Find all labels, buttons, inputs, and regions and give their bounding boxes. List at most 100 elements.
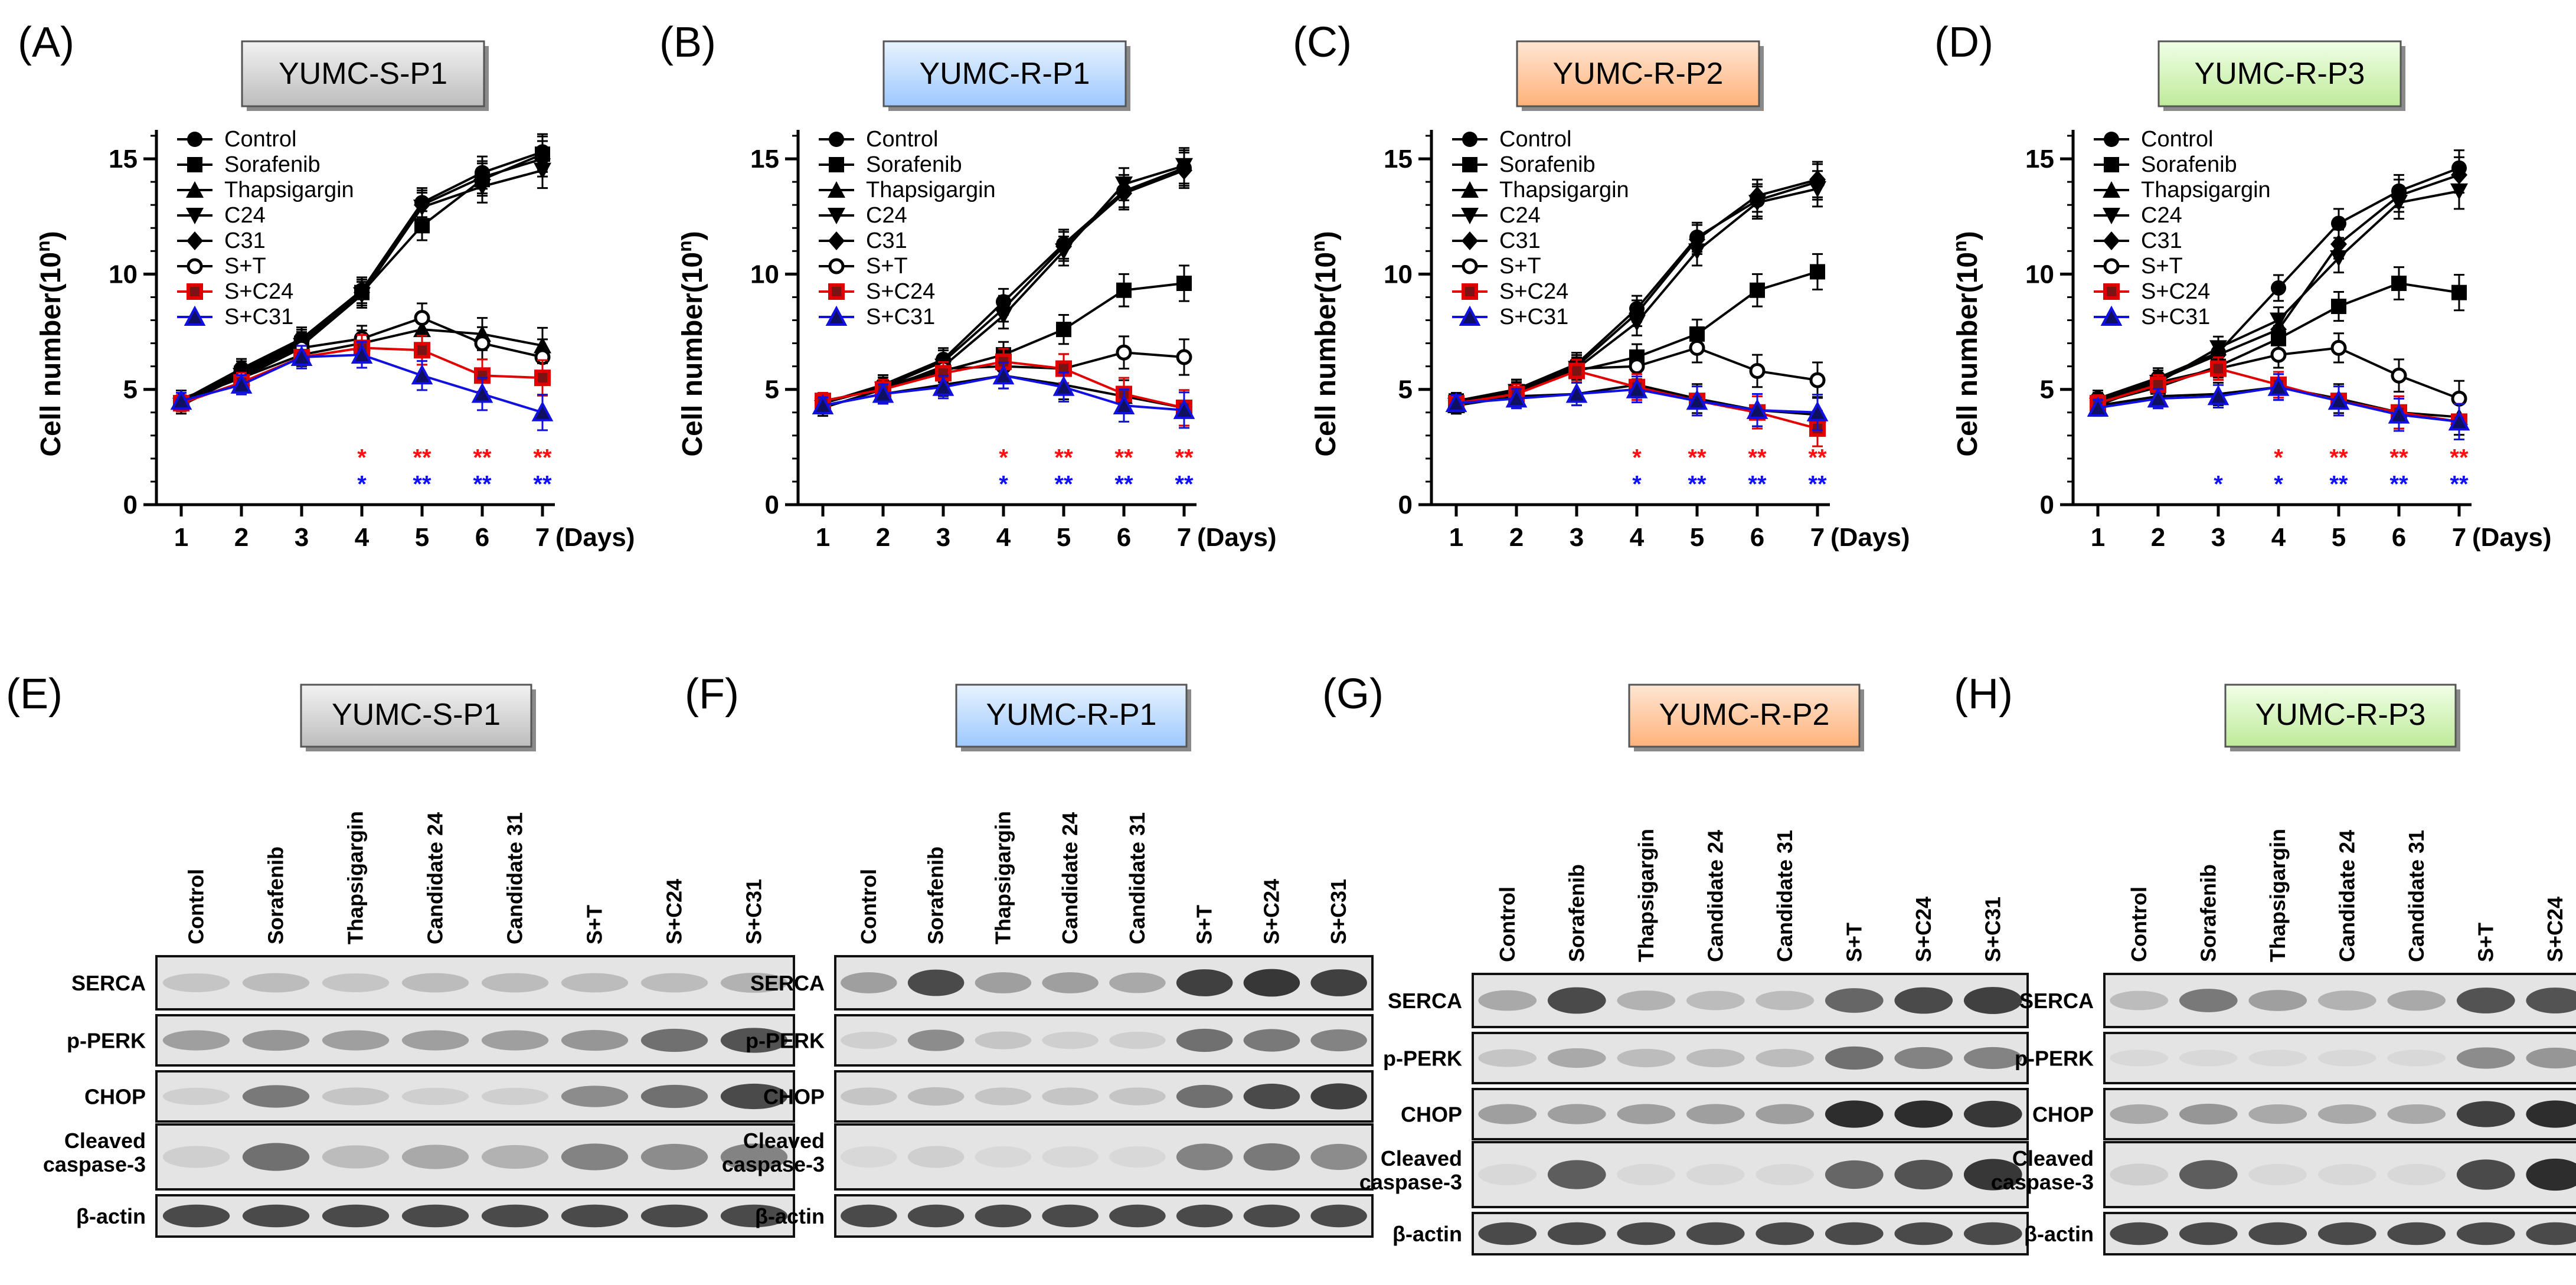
band <box>242 973 310 993</box>
band <box>2456 1222 2515 1245</box>
band <box>481 1087 549 1106</box>
legend-label: C24 <box>2141 203 2182 228</box>
x-tick-label: 1 <box>816 523 830 552</box>
data-point <box>2330 339 2347 356</box>
band <box>720 973 788 993</box>
data-point <box>2391 186 2407 205</box>
data-point <box>170 389 192 410</box>
band <box>242 1143 310 1171</box>
y-axis-label: Cell number(10n) <box>1307 231 1342 456</box>
lane-label: Candidate 31 <box>2404 830 2428 962</box>
band <box>1042 1087 1099 1106</box>
data-point <box>1176 161 1192 180</box>
band <box>1825 1160 1884 1189</box>
x-tick-label: 3 <box>936 523 950 552</box>
data-point <box>1689 339 1705 356</box>
legend-marker <box>828 231 845 250</box>
legend-marker <box>829 132 844 147</box>
band <box>975 1031 1032 1049</box>
band <box>841 972 897 993</box>
band <box>1109 1146 1166 1168</box>
band <box>640 1204 708 1228</box>
y-tick-label: 0 <box>123 491 138 519</box>
legend-marker <box>1462 231 1478 250</box>
legend-marker <box>828 208 845 224</box>
x-tick-label: 4 <box>1630 523 1645 552</box>
legend-label: S+C31 <box>1499 305 1568 329</box>
row-label: SERCA <box>2019 989 2094 1013</box>
sig-blue: ** <box>2450 472 2469 498</box>
band <box>1042 1031 1099 1049</box>
legend-label: Control <box>2141 127 2214 152</box>
data-point <box>872 382 894 403</box>
band <box>1478 1049 1537 1067</box>
sig-red: ** <box>533 445 552 471</box>
legend-label: S+C24 <box>1499 279 1568 304</box>
legend-label: C31 <box>2141 228 2182 253</box>
legend-label: Thapsigargin <box>866 178 996 202</box>
sig-blue: ** <box>533 472 552 498</box>
band <box>322 1030 390 1051</box>
band <box>907 1204 965 1228</box>
sig-red: ** <box>1114 445 1133 471</box>
blot-row-0: SERCA <box>1388 973 2029 1028</box>
band <box>975 972 1032 993</box>
legend-label: Sorafenib <box>224 152 321 177</box>
data-point <box>2210 345 2227 365</box>
band <box>481 1204 549 1228</box>
band <box>162 1087 230 1106</box>
band <box>1756 1163 1815 1186</box>
x-tick-label: 7 <box>2452 523 2466 552</box>
legend-marker <box>184 305 206 326</box>
band <box>1756 1048 1815 1068</box>
y-axis-label-sup: n <box>1307 240 1329 252</box>
band <box>2248 1163 2307 1186</box>
data-point <box>2270 346 2287 363</box>
band <box>1894 1100 1953 1128</box>
blot-row-4: β-actin <box>755 1194 1374 1238</box>
blot-row-4: β-actin <box>1392 1212 2029 1255</box>
band <box>2526 1100 2576 1128</box>
x-tick-label: 4 <box>2271 523 2286 552</box>
y-tick-label: 0 <box>2040 491 2054 519</box>
band <box>907 1087 965 1106</box>
band <box>2179 1222 2238 1245</box>
band <box>2110 1222 2169 1245</box>
legend-marker <box>187 132 202 147</box>
band <box>1547 1160 1606 1189</box>
band <box>1547 1048 1606 1068</box>
band <box>1686 1222 1745 1245</box>
legend-marker <box>187 157 202 172</box>
western-blot-3: (H) YUMC-R-P3 Control Sorafenib Thapsigargin… <box>1954 671 2576 1255</box>
y-axis-label-close: ) <box>35 231 67 240</box>
sig-red: ** <box>2450 445 2469 471</box>
sig-blue: * <box>999 472 1008 498</box>
series-S+C31 <box>170 341 554 431</box>
sig-blue: ** <box>1175 472 1194 498</box>
blot-row-2: CHOP <box>84 1070 795 1123</box>
sig-red: ** <box>473 445 492 471</box>
legend-marker <box>2103 231 2120 250</box>
band <box>561 1029 629 1051</box>
band <box>2248 1222 2307 1245</box>
data-point <box>414 342 430 359</box>
lane-label: Thapsigargin <box>2266 829 2290 962</box>
x-tick-label: 3 <box>1570 523 1584 552</box>
lane-label: Candidate 31 <box>1125 812 1149 944</box>
band <box>1963 987 2022 1014</box>
data-point <box>2210 360 2227 377</box>
data-point <box>812 394 834 415</box>
data-point <box>2087 396 2109 417</box>
sig-red: ** <box>1054 445 1073 471</box>
lane-label: Control <box>857 869 881 944</box>
y-axis-label: Cell number(10n) <box>674 231 708 456</box>
band <box>1478 1163 1537 1186</box>
band <box>1109 1204 1166 1228</box>
row-label: Cleaved <box>64 1129 146 1153</box>
band <box>2317 1222 2376 1245</box>
band <box>2110 990 2169 1011</box>
x-axis-label: (Days) <box>555 523 635 552</box>
band <box>907 1029 965 1051</box>
